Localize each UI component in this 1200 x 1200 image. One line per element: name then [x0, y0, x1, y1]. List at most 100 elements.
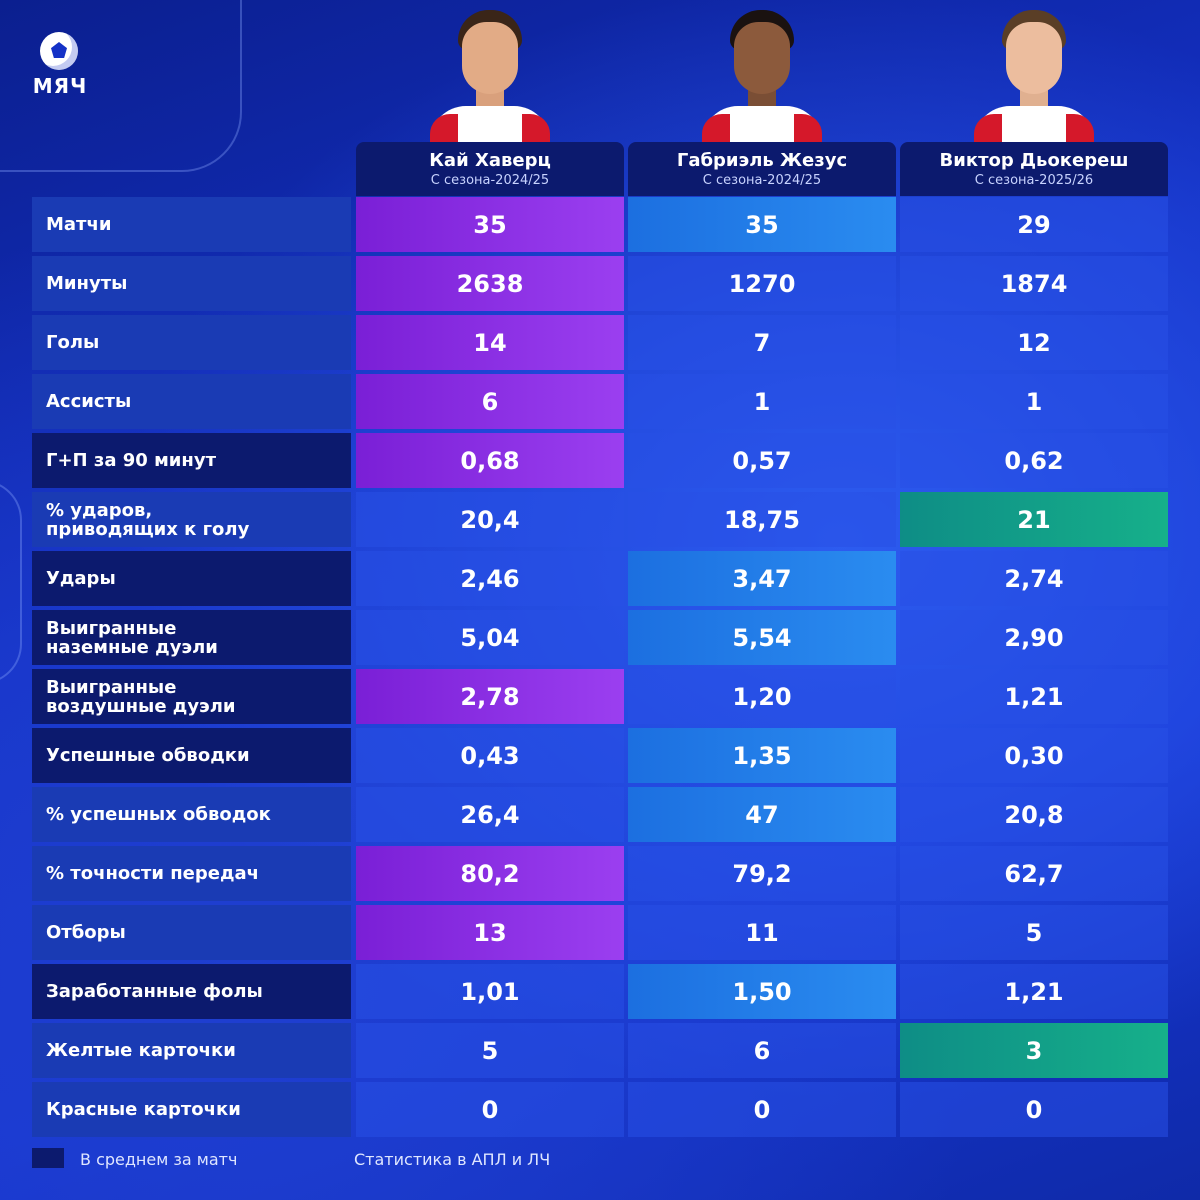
- table-row: % ударов, приводящих к голу 20,4 18,75 2…: [32, 492, 1168, 547]
- table-row: Отборы 13 11 5: [32, 905, 1168, 960]
- table-row: Красные карточки 0 0 0: [32, 1082, 1168, 1137]
- stat-cell: 20,8: [900, 787, 1168, 842]
- row-label: % успешных обводок: [32, 787, 351, 842]
- table-row: Выигранные наземные дуэли 5,04 5,54 2,90: [32, 610, 1168, 665]
- stat-cell: 2638: [356, 256, 624, 311]
- stat-cell: 14: [356, 315, 624, 370]
- stat-cell: 13: [356, 905, 624, 960]
- row-label: Матчи: [32, 197, 351, 252]
- stat-cell: 3: [900, 1023, 1168, 1078]
- stat-cell: 21: [900, 492, 1168, 547]
- stat-cell: 80,2: [356, 846, 624, 901]
- stat-cell: 2,74: [900, 551, 1168, 606]
- stat-cell: 3,47: [628, 551, 896, 606]
- stat-cell: 0,43: [356, 728, 624, 783]
- stat-cell: 35: [628, 197, 896, 252]
- legend-swatch: [32, 1148, 64, 1168]
- row-label: Удары: [32, 551, 351, 606]
- stat-cell: 1,20: [628, 669, 896, 724]
- table-row: Г+П за 90 минут 0,68 0,57 0,62: [32, 433, 1168, 488]
- legend-text: В среднем за матч: [80, 1150, 238, 1169]
- row-label: % точности передач: [32, 846, 351, 901]
- stat-cell: 1,50: [628, 964, 896, 1019]
- stat-cell: 0,68: [356, 433, 624, 488]
- background-decoration: [0, 0, 242, 172]
- stat-cell: 5,04: [356, 610, 624, 665]
- table-row: Выигранные воздушные дуэли 2,78 1,20 1,2…: [32, 669, 1168, 724]
- table-row: % точности передач 80,2 79,2 62,7: [32, 846, 1168, 901]
- stat-cell: 0: [900, 1082, 1168, 1137]
- player-photo-haverts: [430, 10, 550, 142]
- player-season: С сезона-2025/26: [974, 173, 1094, 188]
- row-label: Заработанные фолы: [32, 964, 351, 1019]
- stat-cell: 0,62: [900, 433, 1168, 488]
- player-name: Кай Хаверц: [429, 150, 551, 171]
- table-row: Ассисты 6 1 1: [32, 374, 1168, 429]
- stat-cell: 0: [628, 1082, 896, 1137]
- stat-cell: 29: [900, 197, 1168, 252]
- stat-cell: 2,78: [356, 669, 624, 724]
- stat-cell: 26,4: [356, 787, 624, 842]
- background-decoration: [0, 480, 22, 684]
- table-row: Матчи 35 35 29: [32, 197, 1168, 252]
- stat-cell: 11: [628, 905, 896, 960]
- player-season: С сезона-2024/25: [430, 173, 550, 188]
- stat-cell: 1,21: [900, 669, 1168, 724]
- row-label: Желтые карточки: [32, 1023, 351, 1078]
- stat-cell: 2,90: [900, 610, 1168, 665]
- stat-cell: 1874: [900, 256, 1168, 311]
- player-name: Виктор Дьокереш: [939, 150, 1129, 171]
- table-row: Голы 14 7 12: [32, 315, 1168, 370]
- source-note: Статистика в АПЛ и ЛЧ: [354, 1150, 551, 1169]
- stat-cell: 1,35: [628, 728, 896, 783]
- stat-cell: 1270: [628, 256, 896, 311]
- stat-cell: 2,46: [356, 551, 624, 606]
- row-label: Отборы: [32, 905, 351, 960]
- stat-cell: 1,21: [900, 964, 1168, 1019]
- stat-cell: 0,30: [900, 728, 1168, 783]
- ball-icon: [40, 32, 78, 70]
- row-label: Красные карточки: [32, 1082, 351, 1137]
- stat-cell: 35: [356, 197, 624, 252]
- player-header-jesus: Габриэль Жезус С сезона-2024/25: [628, 142, 896, 196]
- row-label: Минуты: [32, 256, 351, 311]
- stat-cell: 5: [356, 1023, 624, 1078]
- table-row: Минуты 2638 1270 1874: [32, 256, 1168, 311]
- table-row: % успешных обводок 26,4 47 20,8: [32, 787, 1168, 842]
- stat-cell: 0,57: [628, 433, 896, 488]
- stat-cell: 6: [356, 374, 624, 429]
- player-header-gyokeres: Виктор Дьокереш С сезона-2025/26: [900, 142, 1168, 196]
- table-row: Заработанные фолы 1,01 1,50 1,21: [32, 964, 1168, 1019]
- row-label: Выигранные наземные дуэли: [32, 610, 351, 665]
- player-photo-gyokeres: [974, 10, 1094, 142]
- stat-cell: 47: [628, 787, 896, 842]
- table-row: Удары 2,46 3,47 2,74: [32, 551, 1168, 606]
- logo: МЯЧ: [28, 30, 92, 98]
- stat-cell: 18,75: [628, 492, 896, 547]
- row-label: Выигранные воздушные дуэли: [32, 669, 351, 724]
- table-row: Успешные обводки 0,43 1,35 0,30: [32, 728, 1168, 783]
- stat-cell: 1,01: [356, 964, 624, 1019]
- stat-cell: 1: [900, 374, 1168, 429]
- stat-cell: 62,7: [900, 846, 1168, 901]
- row-label: % ударов, приводящих к голу: [32, 492, 351, 547]
- stat-cell: 6: [628, 1023, 896, 1078]
- row-label: Ассисты: [32, 374, 351, 429]
- logo-text: МЯЧ: [32, 74, 88, 98]
- stat-cell: 5: [900, 905, 1168, 960]
- player-name: Габриэль Жезус: [676, 150, 848, 171]
- table-row: Желтые карточки 5 6 3: [32, 1023, 1168, 1078]
- player-header-haverts: Кай Хаверц С сезона-2024/25: [356, 142, 624, 196]
- stat-cell: 0: [356, 1082, 624, 1137]
- stat-cell: 7: [628, 315, 896, 370]
- row-label: Успешные обводки: [32, 728, 351, 783]
- player-season: С сезона-2024/25: [702, 173, 822, 188]
- stat-cell: 5,54: [628, 610, 896, 665]
- stat-cell: 12: [900, 315, 1168, 370]
- stat-cell: 20,4: [356, 492, 624, 547]
- row-label: Голы: [32, 315, 351, 370]
- stat-cell: 79,2: [628, 846, 896, 901]
- row-label: Г+П за 90 минут: [32, 433, 351, 488]
- player-photo-jesus: [702, 10, 822, 142]
- stat-cell: 1: [628, 374, 896, 429]
